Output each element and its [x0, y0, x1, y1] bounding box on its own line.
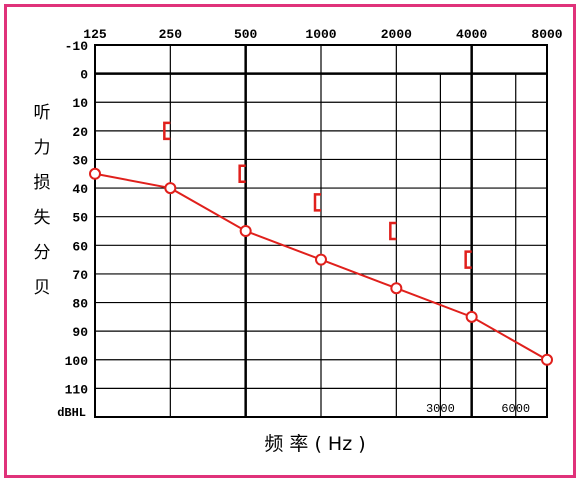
data-point-bracket — [389, 221, 397, 241]
y-tick-label: 20 — [72, 125, 88, 140]
x-tick-label: 500 — [234, 27, 258, 42]
data-point-circle — [239, 225, 252, 237]
data-point-circle — [390, 282, 403, 295]
data-point-circle — [541, 353, 553, 366]
grid — [94, 44, 548, 418]
y-axis-label-char: 贝 — [34, 278, 51, 298]
x-tick-label: 2000 — [381, 27, 412, 42]
data-point-bracket — [238, 164, 246, 184]
series-bracket — [163, 121, 472, 269]
y-unit-label: dBHL — [57, 406, 86, 420]
y-tick-label: 60 — [72, 239, 88, 254]
y-axis-label-char: 分 — [34, 243, 51, 263]
y-tick-label: 30 — [72, 153, 88, 168]
y-tick-label: 90 — [72, 325, 88, 340]
y-tick-label: -10 — [65, 39, 89, 54]
data-point-bracket — [464, 250, 472, 269]
data-point-bracket — [313, 193, 321, 212]
series-circle — [89, 167, 553, 366]
y-tick-labels: -10 0 10 20 30 40 50 60 70 80 90 100 110 — [65, 39, 89, 397]
series-group — [89, 121, 553, 366]
y-axis-label-char: 损 — [34, 173, 51, 193]
y-tick-label: 10 — [72, 96, 88, 111]
data-point-bracket — [163, 121, 171, 141]
y-tick-label: 80 — [72, 297, 88, 312]
y-axis-label-char: 失 — [34, 208, 51, 228]
y-tick-label: 100 — [65, 354, 89, 369]
x-tick-label: 250 — [159, 27, 183, 42]
x-inner-label: 3000 — [426, 402, 455, 416]
y-tick-label: 50 — [72, 211, 88, 226]
data-point-circle — [315, 253, 327, 266]
x-tick-label: 4000 — [456, 27, 487, 42]
x-tick-label: 8000 — [531, 27, 562, 42]
y-axis-label-char: 力 — [34, 138, 51, 158]
y-tick-label: 0 — [80, 68, 88, 83]
y-tick-label: 70 — [72, 268, 88, 283]
data-point-circle — [465, 310, 478, 323]
x-tick-label: 125 — [83, 27, 107, 42]
y-tick-label: 40 — [72, 182, 88, 197]
chart-frame — [4, 4, 576, 478]
y-axis-label-char: 听 — [34, 103, 51, 123]
x-tick-labels: 125 250 500 1000 2000 4000 8000 3000 6000 — [83, 27, 562, 416]
x-tick-label: 1000 — [305, 27, 336, 42]
y-tick-label: 110 — [65, 382, 89, 397]
x-inner-label: 6000 — [501, 402, 530, 416]
x-axis-label: 频 率 ( Hz ) — [264, 433, 365, 455]
data-point-circle — [89, 167, 101, 180]
data-point-circle — [164, 182, 177, 195]
